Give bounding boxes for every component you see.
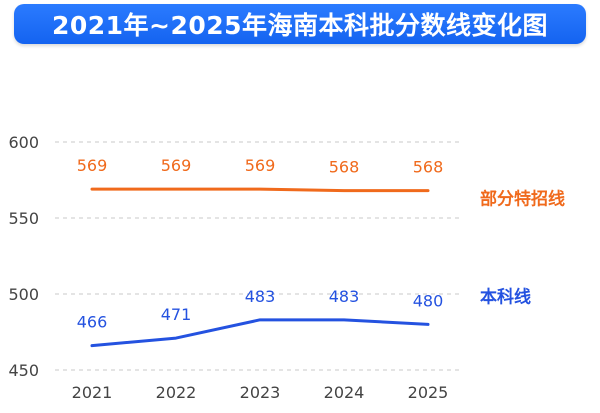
x-tick-label: 2023 [240,383,281,402]
data-label: 569 [245,156,276,175]
data-label: 568 [329,158,360,177]
x-tick-label: 2021 [72,383,113,402]
y-tick-label: 500 [8,285,39,304]
data-label: 483 [245,287,276,306]
series-line [90,318,430,348]
data-label: 568 [413,158,444,177]
y-tick-label: 550 [8,209,39,228]
data-label: 569 [77,156,108,175]
grid-lines [55,141,460,371]
data-label: 466 [77,313,108,332]
series-line [90,187,430,193]
series-name-label: 本科线 [480,286,531,307]
y-tick-label: 600 [8,133,39,152]
title-banner: 2021年~2025年海南本科批分数线变化图 [14,4,586,44]
x-tick-label: 2022 [156,383,197,402]
data-label: 471 [161,305,192,324]
series-group: 569 569 569 568 568 部分特招线 466 471 483 483 480 本科线 [77,156,565,348]
y-tick-label: 450 [8,361,39,380]
series-name-label: 部分特招线 [480,189,565,210]
x-tick-label: 2025 [408,383,449,402]
y-axis-ticks: 600 550 500 450 [8,133,39,380]
x-tick-label: 2024 [324,383,365,402]
chart-title: 2021年~2025年海南本科批分数线变化图 [51,11,549,40]
data-label: 480 [413,291,444,310]
data-label: 483 [329,287,360,306]
x-axis-ticks: 2021 2022 2023 2024 2025 [72,383,449,402]
data-label: 569 [161,156,192,175]
